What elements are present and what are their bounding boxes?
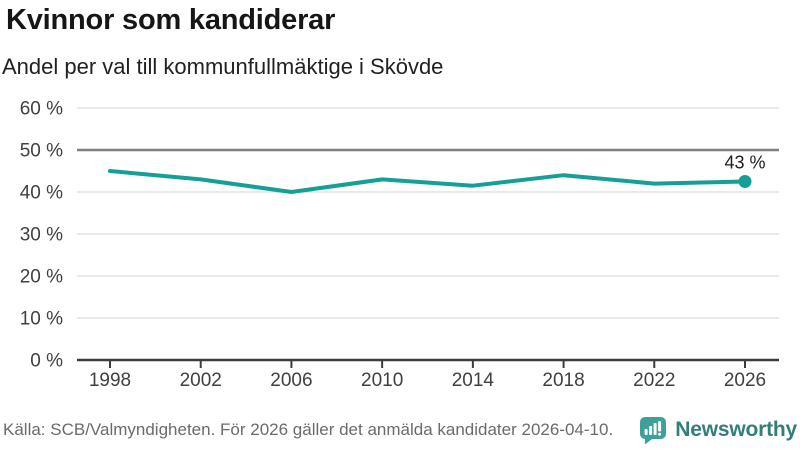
x-tick-label: 2010	[361, 370, 403, 391]
end-point-label: 43 %	[724, 153, 765, 173]
brand-name: Newsworthy	[675, 418, 797, 441]
y-tick-label: 0 %	[30, 351, 63, 372]
chart-subtitle: Andel per val till kommunfullmäktige i S…	[2, 54, 444, 79]
y-tick-label: 20 %	[20, 267, 63, 288]
x-tick-label: 1998	[89, 370, 131, 391]
footer: Källa: SCB/Valmyndigheten. För 2026 gäll…	[3, 415, 797, 445]
y-tick-label: 30 %	[20, 225, 63, 246]
bar-chart-speech-bubble-icon	[640, 417, 667, 444]
x-tick-label: 2014	[452, 370, 495, 391]
x-tick-label: 2006	[270, 370, 312, 391]
source-note: Källa: SCB/Valmyndigheten. För 2026 gäll…	[3, 420, 614, 439]
line-chart: 0 % 10 % 20 % 30 % 40 % 50 % 60 % 1998 2002 2006 2…	[20, 99, 779, 391]
y-tick-label: 10 %	[20, 309, 63, 330]
x-tick-label: 2026	[724, 370, 766, 391]
chart-title: Kvinnor som kandiderar	[6, 4, 336, 36]
y-tick-label: 60 %	[20, 99, 63, 120]
x-tick-label: 2002	[180, 370, 222, 391]
newsworthy-logo: Newsworthy	[639, 416, 797, 444]
x-tick-label: 2022	[633, 370, 675, 391]
x-tick-label: 2018	[542, 370, 584, 391]
y-tick-label: 50 %	[20, 141, 63, 162]
y-tick-label: 40 %	[20, 183, 63, 204]
end-point-marker	[738, 175, 752, 188]
data-line	[108, 169, 747, 194]
